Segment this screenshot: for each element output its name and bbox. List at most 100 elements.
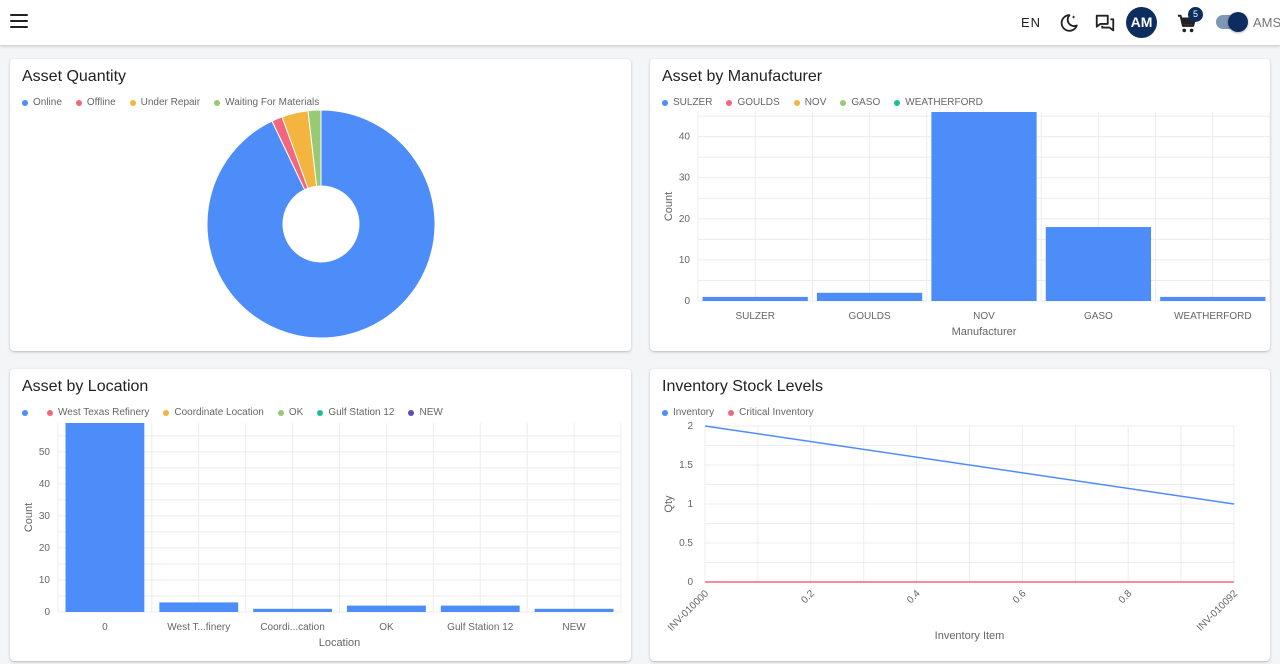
x-axis-label: Location <box>319 637 361 649</box>
legend-dot <box>75 99 82 106</box>
chart-legend: Online Offline Under Repair Waiting For Mat… <box>22 97 319 108</box>
card-title: Asset by Location <box>22 378 149 395</box>
legend-dot <box>47 409 53 416</box>
y-tick-label: 20 <box>39 543 51 554</box>
x-axis-label: Manufacturer <box>952 326 1017 338</box>
x-tick-label: NOV <box>973 311 995 322</box>
y-tick-label: 50 <box>39 447 51 458</box>
x-tick-label: INV-010092 <box>1195 588 1240 633</box>
chat-icon[interactable] <box>1094 12 1116 34</box>
y-tick-label: 30 <box>39 511 51 522</box>
x-axis-label: Inventory Item <box>935 630 1005 642</box>
series-line-inventory <box>704 425 1235 505</box>
ams-toggle-label: AMS <box>1253 15 1280 30</box>
bar-gulf-station-12 <box>440 605 520 612</box>
donut-slice-online <box>206 109 436 339</box>
legend-label: Gulf Station 12 <box>328 407 395 418</box>
bar-ok <box>347 605 426 612</box>
legend-item[interactable]: Inventory <box>662 407 714 418</box>
legend-label: NOV <box>804 97 827 108</box>
legend-item[interactable]: Online <box>22 97 62 108</box>
legend-item[interactable]: Coordinate Location <box>163 407 264 418</box>
legend-label: Offline <box>86 97 116 108</box>
y-tick-label: 2 <box>687 421 693 432</box>
y-tick-label: 30 <box>679 173 691 184</box>
legend-label: WEATHERFORD <box>905 97 983 108</box>
card-title: Asset Quantity <box>22 68 127 85</box>
inventory-stock-line-chart: 0 0.5 1 1.5 2 INV-010000 0.2 0.4 0.6 0.8 INV-01009… <box>663 421 1240 642</box>
legend-item[interactable]: Under Repair <box>129 97 201 108</box>
y-axis-label: Count <box>663 192 675 221</box>
cart-count-badge: 5 <box>1188 7 1203 22</box>
legend-label: Waiting For Materials <box>225 97 320 108</box>
asset-quantity-donut-chart <box>206 109 436 339</box>
bar-sulzer <box>702 296 808 301</box>
x-tick-label: GOULDS <box>848 311 891 322</box>
legend-item[interactable]: NEW <box>408 407 443 418</box>
legend-dot <box>793 99 800 106</box>
legend-label: GASO <box>851 97 881 108</box>
toggle-knob <box>1228 12 1248 32</box>
legend-item[interactable] <box>22 407 33 418</box>
top-app-bar: EN AM 5 AMS <box>0 0 1280 46</box>
x-tick-label: Coordi...cation <box>260 622 324 633</box>
bar-0 <box>65 423 145 612</box>
bar-new <box>534 608 614 612</box>
y-tick-label: 40 <box>39 479 51 490</box>
legend-dot <box>662 409 668 416</box>
bar-coordi-cation <box>253 608 332 612</box>
legend-item[interactable]: Gulf Station 12 <box>317 407 394 418</box>
legend-item[interactable]: Critical Inventory <box>728 407 814 418</box>
x-tick-label: 0.4 <box>905 588 923 606</box>
legend-item[interactable]: Offline <box>75 97 116 108</box>
bar-nov <box>931 112 1037 301</box>
x-tick-label: SULZER <box>735 311 774 322</box>
chart-legend: SULZER GOULDS NOV GASO WEATHERFORD <box>662 97 983 108</box>
legend-item[interactable]: OK <box>277 407 304 418</box>
legend-item[interactable]: WEATHERFORD <box>894 97 983 108</box>
legend-item[interactable]: GASO <box>840 97 880 108</box>
y-tick-label: 20 <box>679 214 691 225</box>
x-tick-label: 0 <box>102 622 108 633</box>
ams-toggle[interactable] <box>1216 12 1248 32</box>
y-tick-label: 1.5 <box>679 460 693 471</box>
legend-dot <box>408 409 415 416</box>
legend-item[interactable]: GOULDS <box>726 97 780 108</box>
legend-item[interactable]: SULZER <box>662 97 712 108</box>
legend-dot <box>22 409 28 416</box>
y-axis-label: Qty <box>663 495 675 513</box>
x-tick-label: 0.6 <box>1011 588 1029 606</box>
legend-dot <box>277 409 284 416</box>
x-tick-label: GASO <box>1084 311 1113 322</box>
legend-dot <box>894 99 901 106</box>
legend-item[interactable]: West Texas Refinery <box>47 407 149 418</box>
menu-icon[interactable] <box>10 14 28 30</box>
y-tick-label: 0 <box>44 607 50 618</box>
dark-mode-icon[interactable] <box>1058 12 1080 34</box>
legend-label: Coordinate Location <box>174 407 264 418</box>
bar-weatherford <box>1160 296 1266 301</box>
legend-item[interactable]: NOV <box>793 97 827 108</box>
legend-label: Under Repair <box>140 97 201 108</box>
legend-dot <box>317 409 324 416</box>
x-tick-label: OK <box>379 622 394 633</box>
legend-dot <box>728 409 735 416</box>
legend-dot <box>163 409 170 416</box>
legend-label: OK <box>288 407 304 418</box>
bar-west-t-finery <box>159 602 239 612</box>
legend-dot <box>22 99 28 106</box>
legend-label: SULZER <box>673 97 713 108</box>
legend-label: West Texas Refinery <box>58 407 150 418</box>
y-tick-label: 10 <box>39 575 51 586</box>
x-tick-label: INV-010000 <box>666 588 711 633</box>
x-tick-label: West T...finery <box>167 622 230 633</box>
user-avatar[interactable]: AM <box>1126 7 1157 38</box>
card-title: Inventory Stock Levels <box>662 378 823 395</box>
legend-dot <box>726 99 733 106</box>
x-tick-label: 0.2 <box>799 588 817 606</box>
legend-dot <box>129 99 136 106</box>
x-tick-label: WEATHERFORD <box>1174 311 1252 322</box>
legend-item[interactable]: Waiting For Materials <box>214 97 319 108</box>
chart-legend: West Texas Refinery Coordinate Location OK… <box>22 407 443 418</box>
language-selector[interactable]: EN <box>1021 15 1042 30</box>
